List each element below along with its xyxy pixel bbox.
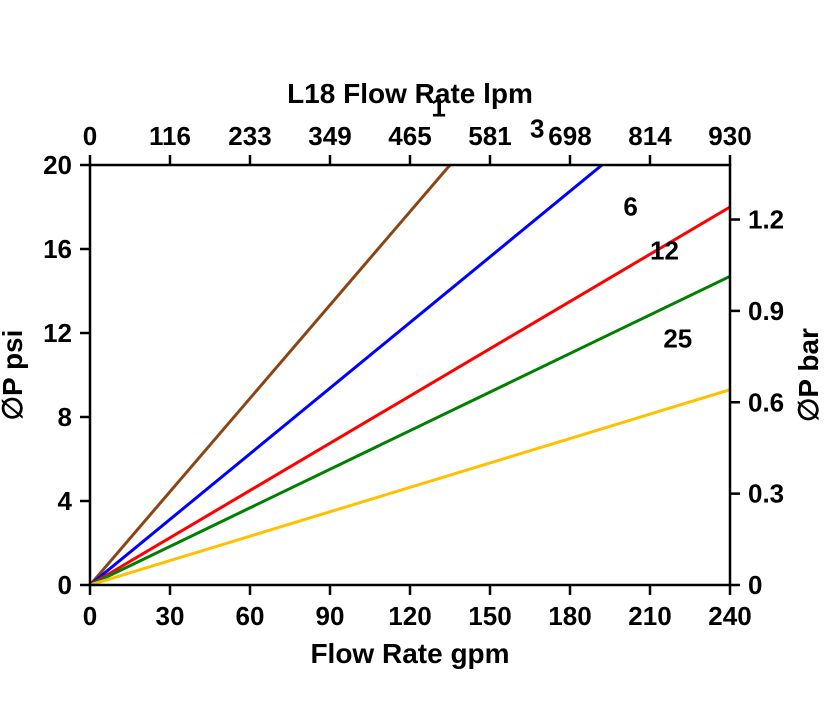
- x-top-tick-label: 465: [388, 121, 431, 151]
- y-right-tick-label: 0: [748, 570, 762, 600]
- x-top-tick-label: 581: [468, 121, 511, 151]
- series-label-25: 25: [663, 324, 692, 354]
- x-top-tick-label: 698: [548, 121, 591, 151]
- y-right-axis-title: ∅P bar: [793, 328, 824, 422]
- chart-container: 13612250306090120150180210240Flow Rate g…: [0, 0, 836, 702]
- x-top-tick-label: 349: [308, 121, 351, 151]
- y-right-tick-label: 1.2: [748, 205, 784, 235]
- y-tick-label: 16: [43, 234, 72, 264]
- x-top-tick-label: 116: [149, 121, 191, 151]
- x-top-tick-label: 814: [628, 121, 672, 151]
- x-axis-title: Flow Rate gpm: [310, 638, 509, 669]
- y-tick-label: 20: [43, 150, 72, 180]
- y-tick-label: 0: [58, 570, 72, 600]
- x-tick-label: 150: [468, 601, 511, 631]
- x-top-tick-label: 930: [708, 121, 751, 151]
- series-label-6: 6: [623, 191, 637, 221]
- y-right-tick-label: 0.9: [748, 296, 784, 326]
- x-tick-label: 0: [83, 601, 97, 631]
- x-tick-label: 90: [316, 601, 345, 631]
- y-tick-label: 12: [43, 318, 72, 348]
- x-tick-label: 210: [628, 601, 671, 631]
- x-top-axis-title: L18 Flow Rate lpm: [287, 78, 533, 109]
- x-tick-label: 120: [388, 601, 431, 631]
- y-tick-label: 4: [58, 486, 73, 516]
- y-axis-title: ∅P psi: [0, 330, 28, 421]
- y-tick-label: 8: [58, 402, 72, 432]
- x-top-tick-label: 233: [228, 121, 271, 151]
- series-label-3: 3: [530, 114, 544, 144]
- x-tick-label: 240: [708, 601, 751, 631]
- x-tick-label: 180: [548, 601, 591, 631]
- chart-svg: 13612250306090120150180210240Flow Rate g…: [0, 0, 836, 702]
- x-top-tick-label: 0: [83, 121, 97, 151]
- series-label-12: 12: [650, 236, 679, 266]
- y-right-tick-label: 0.6: [748, 387, 784, 417]
- x-tick-label: 60: [236, 601, 265, 631]
- x-tick-label: 30: [156, 601, 185, 631]
- y-right-tick-label: 0.3: [748, 479, 784, 509]
